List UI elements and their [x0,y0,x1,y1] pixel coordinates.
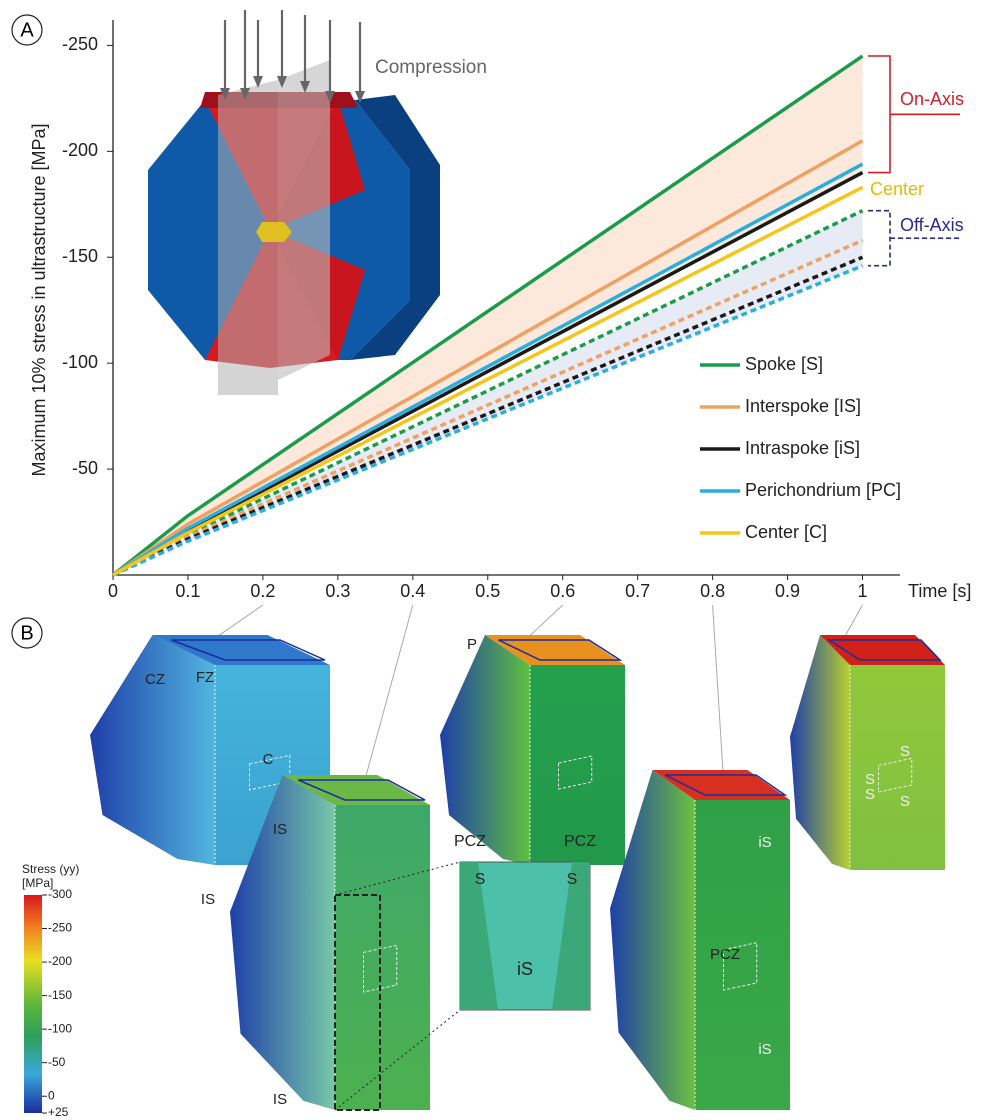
block-side [440,635,530,865]
x-tick-label: 0.6 [550,581,575,601]
y-tick-label: -50 [72,458,98,478]
x-tick-label: 1 [858,581,868,601]
legend-label: Spoke [S] [745,354,823,374]
x-tick-label: 0.4 [400,581,425,601]
y-tick-label: -150 [62,246,98,266]
annotation: Center [870,179,924,199]
y-tick-label: -200 [62,140,98,160]
block-label: IS [201,891,215,908]
block-label: S [900,793,910,810]
connector [713,605,724,780]
block-label: CZ [145,671,165,688]
block-label: P [467,636,477,653]
colorbar [24,895,42,1113]
x-tick-label: 0.3 [325,581,350,601]
y-axis-label: Maximum 10% stress in ultrastructure [MP… [29,123,49,476]
y-tick-label: -250 [62,34,98,54]
y-tick-label: -100 [62,352,98,372]
inset-label: S [567,871,578,888]
x-tick-label: 0.9 [775,581,800,601]
panel-label: B [20,622,33,644]
colorbar-tick-label: -100 [48,1021,72,1035]
legend-label: Intraspoke [iS] [745,438,860,458]
legend-label: Perichondrium [PC] [745,480,901,500]
block-side [790,635,850,870]
figure: A B -50 -100 -150 -200 -250 0 0.1 0.2 0.3 0.4 0.5 0… [0,0,988,1120]
annotation: Compression [375,57,487,78]
x-tick-label: 0.7 [625,581,650,601]
x-axis-label: Time [s] [908,581,971,601]
colorbar-tick-label: +25 [48,1105,69,1119]
colorbar-tick-label: -50 [48,1055,66,1069]
inset-label: PCZ [454,833,486,850]
block-label: FZ [196,669,214,686]
x-tick-label: 0.1 [175,581,200,601]
inset-label: PCZ [564,833,596,850]
colorbar-tick-label: 0 [48,1088,55,1102]
x-tick-label: 0.8 [700,581,725,601]
inset-label: S [475,871,486,888]
on-axis-bracket [868,56,960,173]
block-label: iS [758,834,771,851]
block-label: iS [758,1041,771,1058]
legend-label: Center [C] [745,522,827,542]
block-front [335,805,430,1110]
block-label: C [263,751,274,768]
annotation: On-Axis [900,89,964,109]
inset-label: iS [517,959,533,979]
x-tick-label: 0.5 [475,581,500,601]
x-tick-label: 0.2 [250,581,275,601]
annotation: Off-Axis [900,215,964,235]
block-label: S [900,743,910,760]
colorbar-title: Stress (yy) [22,862,79,876]
block-label: IS [273,821,287,838]
colorbar-tick-label: -150 [48,988,72,1002]
block-label: PCZ [710,946,740,963]
colorbar-tick-label: -300 [48,887,72,901]
colorbar-tick-label: -200 [48,954,72,968]
connector [364,605,413,785]
block-label: IS [273,1091,287,1108]
block-front [850,665,945,870]
legend-label: Interspoke [IS] [745,396,861,416]
colorbar-tick-label: -250 [48,921,72,935]
x-tick-label: 0 [108,581,118,601]
block-label: S [865,786,875,803]
panel-label: A [20,19,34,41]
